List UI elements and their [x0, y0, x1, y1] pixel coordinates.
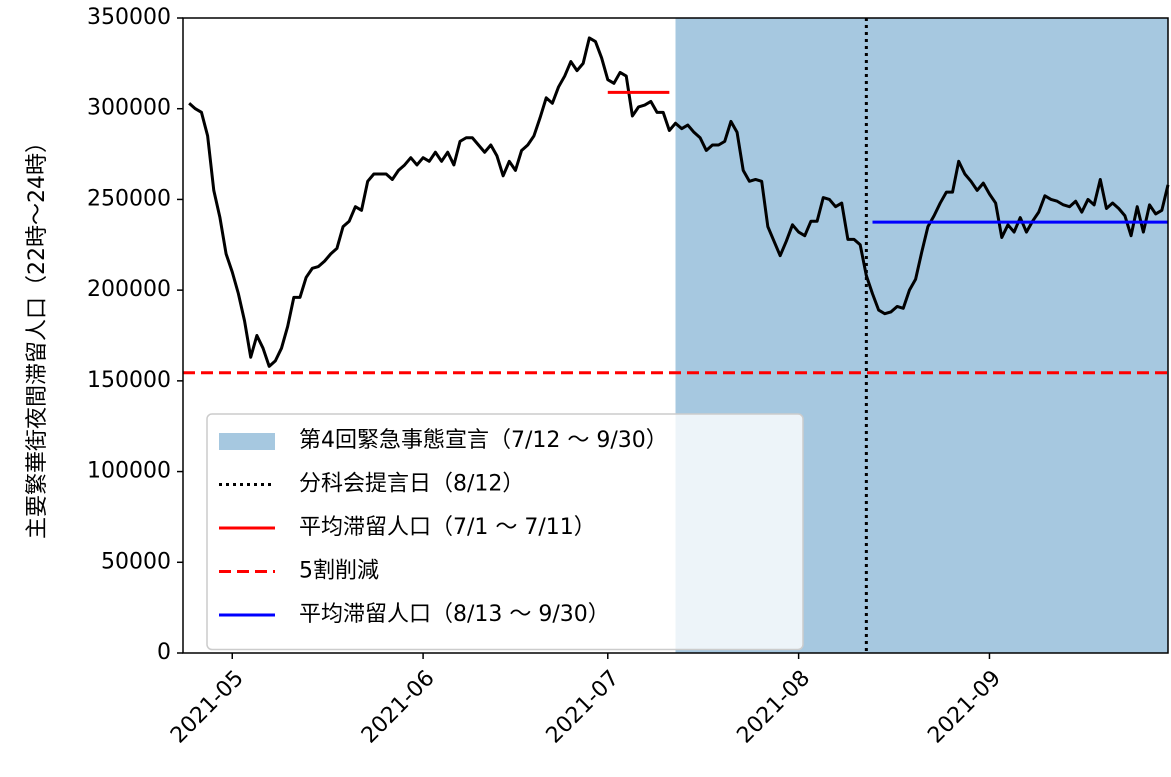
x-tick-label: 2021-05 [166, 666, 249, 749]
y-tick-label: 350000 [87, 5, 171, 30]
y-tick-label: 300000 [87, 96, 171, 121]
x-tick-label: 2021-09 [923, 666, 1006, 749]
legend-label: 平均滞留人口（8/13 ～ 9/30） [299, 602, 610, 627]
legend-swatch [219, 433, 275, 450]
x-tick-label: 2021-07 [542, 666, 625, 749]
y-tick-label: 50000 [101, 549, 171, 574]
data-line [188, 36, 1170, 368]
y-axis-label: 主要繁華街夜間滞留人口（22時～24時） [25, 131, 50, 539]
x-tick-label: 2021-08 [732, 666, 815, 749]
y-tick-label: 200000 [87, 277, 171, 302]
legend: 第4回緊急事態宣言（7/12 ～ 9/30） 分科会提言日（8/12） 平均滞留人口… [206, 413, 804, 651]
legend-label: 平均滞留人口（7/1 ～ 7/11） [299, 515, 596, 540]
legend-label: 第4回緊急事態宣言（7/12 ～ 9/30） [299, 428, 668, 453]
x-tick-label: 2021-06 [357, 666, 440, 749]
y-tick-label: 100000 [87, 459, 171, 484]
y-tick-label: 0 [157, 640, 171, 665]
y-tick-label: 150000 [87, 368, 171, 393]
y-tick-label: 250000 [87, 186, 171, 211]
plot-frame [182, 17, 1169, 654]
legend-box [206, 413, 804, 651]
legend-label: 分科会提言日（8/12） [299, 472, 524, 497]
legend-label: 5割削減 [299, 559, 379, 584]
